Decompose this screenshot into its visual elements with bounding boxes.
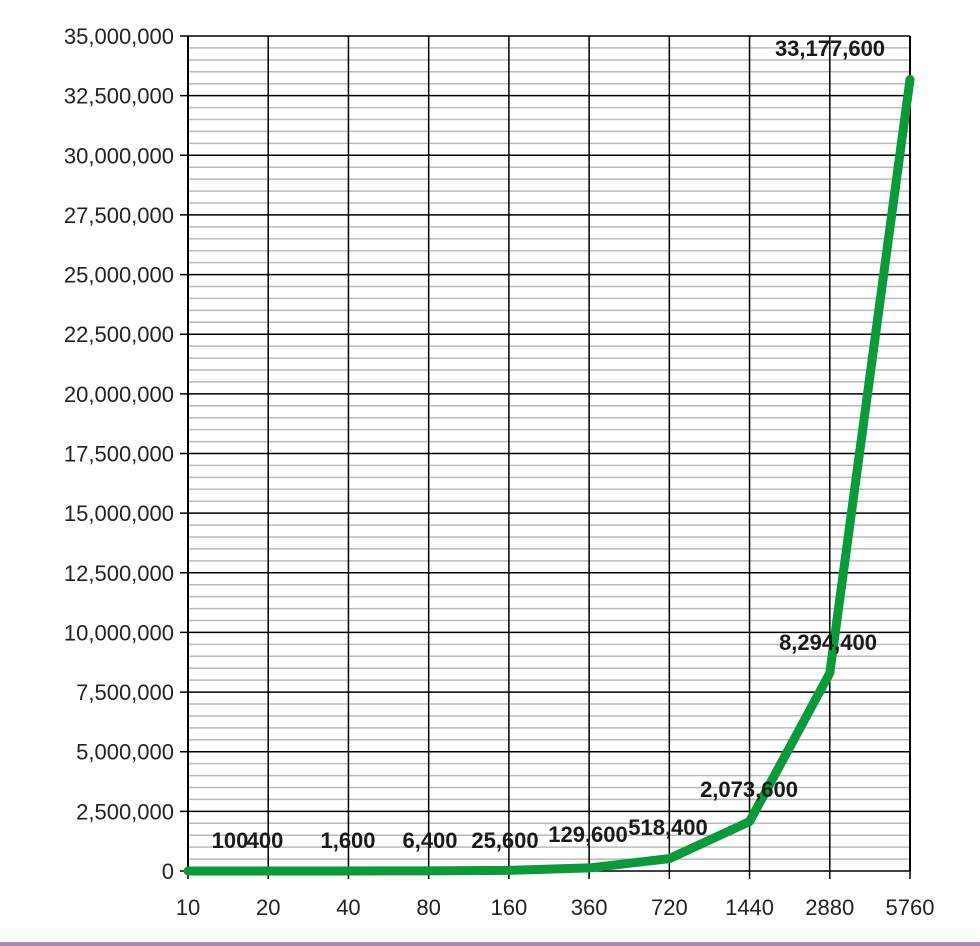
y-tick-label: 15,000,000	[64, 501, 174, 526]
y-tick-label: 0	[162, 859, 174, 884]
y-tick-label: 22,500,000	[64, 322, 174, 347]
data-label: 1,600	[320, 828, 375, 853]
y-tick-label: 2,500,000	[76, 799, 174, 824]
x-tick-label: 10	[176, 895, 200, 920]
x-tick-label: 5760	[886, 895, 935, 920]
data-label: 518,400	[628, 815, 708, 840]
y-tick-label: 35,000,000	[64, 24, 174, 49]
x-tick-label: 20	[256, 895, 280, 920]
x-tick-label: 80	[416, 895, 440, 920]
data-label: 100	[212, 828, 249, 853]
data-label: 25,600	[471, 828, 538, 853]
x-tick-label: 360	[571, 895, 608, 920]
bottom-border	[0, 942, 980, 946]
y-tick-label: 25,000,000	[64, 263, 174, 288]
y-tick-label: 27,500,000	[64, 203, 174, 228]
series-line	[183, 74, 915, 876]
y-tick-label: 12,500,000	[64, 561, 174, 586]
y-tick-label: 20,000,000	[64, 382, 174, 407]
y-tick-label: 32,500,000	[64, 84, 174, 109]
x-tick-label: 2880	[805, 895, 854, 920]
y-tick-label: 17,500,000	[64, 442, 174, 467]
x-tick-label: 160	[491, 895, 528, 920]
y-tick-label: 30,000,000	[64, 143, 174, 168]
x-tick-label: 40	[336, 895, 360, 920]
x-tick-label: 1440	[725, 895, 774, 920]
data-label: 8,294,400	[779, 630, 877, 655]
data-label: 400	[247, 828, 284, 853]
data-label: 33,177,600	[775, 36, 885, 61]
data-label: 2,073,600	[700, 777, 798, 802]
y-tick-label: 5,000,000	[76, 740, 174, 765]
data-label: 6,400	[402, 828, 457, 853]
y-tick-label: 10,000,000	[64, 620, 174, 645]
y-tick-label: 7,500,000	[76, 680, 174, 705]
x-tick-label: 720	[651, 895, 688, 920]
data-label: 129,600	[548, 822, 628, 847]
